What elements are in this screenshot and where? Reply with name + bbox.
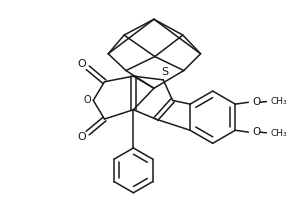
Text: O: O <box>252 97 260 107</box>
Text: CH₃: CH₃ <box>271 97 286 106</box>
Text: CH₃: CH₃ <box>271 128 286 138</box>
Text: O: O <box>84 95 92 105</box>
Text: O: O <box>252 127 260 137</box>
Text: S: S <box>162 67 169 77</box>
Text: O: O <box>78 132 86 142</box>
Text: O: O <box>78 59 86 69</box>
